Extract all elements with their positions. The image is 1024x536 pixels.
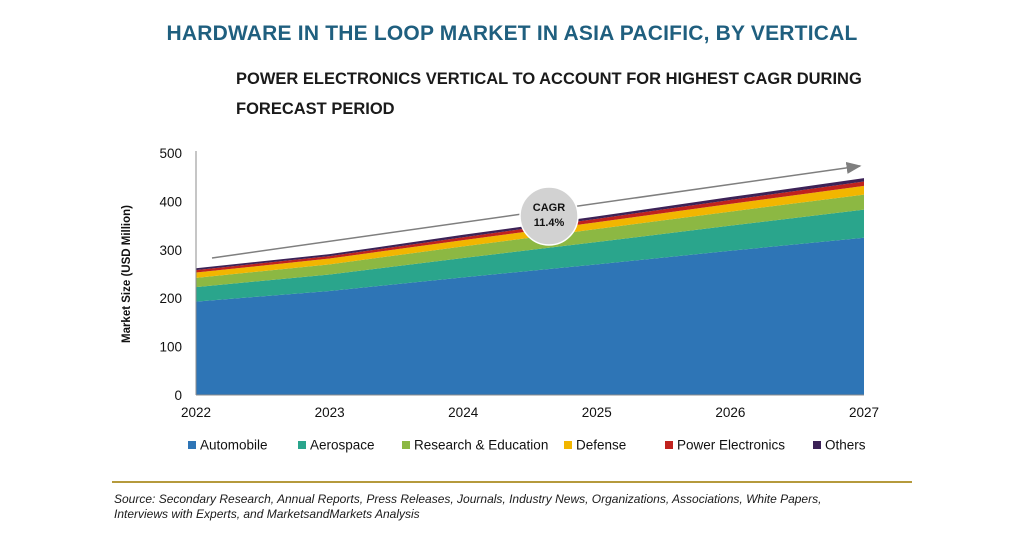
x-tick-label: 2026	[715, 405, 745, 420]
stacked-area-chart: 0 100 200 300 400 500 2022 2023 2024 2025 2026 2027…	[121, 146, 879, 453]
y-axis-title: Market Size (USD Million)	[121, 205, 133, 343]
y-tick-label: 300	[159, 243, 182, 258]
area-research-education	[196, 194, 864, 288]
divider-line	[112, 481, 912, 483]
x-tick-label: 2022	[181, 405, 211, 420]
legend-label-research-education: Research & Education	[414, 438, 548, 453]
subtitle-line-2: FORECAST PERIOD	[236, 100, 395, 118]
legend-label-automobile: Automobile	[200, 438, 268, 453]
legend-label-defense: Defense	[576, 438, 626, 453]
legend-swatch-power-electronics	[665, 441, 673, 449]
area-aerospace	[196, 209, 864, 302]
cagr-value: 11.4%	[534, 217, 565, 229]
legend-label-others: Others	[825, 438, 866, 453]
y-tick-label: 400	[159, 194, 182, 209]
source-line-2: Interviews with Experts, and MarketsandM…	[114, 507, 420, 521]
y-tick-label: 0	[174, 388, 182, 403]
y-tick-label: 500	[159, 146, 182, 161]
chart-subtitle: POWER ELECTRONICS VERTICAL TO ACCOUNT FO…	[236, 64, 876, 124]
area-power-electronics	[196, 181, 864, 273]
legend-swatch-automobile	[188, 441, 196, 449]
y-tick-label: 100	[159, 340, 182, 355]
chart-title: HARDWARE IN THE LOOP MARKET IN ASIA PACI…	[166, 22, 858, 45]
x-tick-label: 2024	[448, 405, 479, 420]
legend-swatch-defense	[564, 441, 572, 449]
legend-label-power-electronics: Power Electronics	[677, 438, 785, 453]
cagr-label: CAGR	[533, 202, 565, 214]
source-line-1: Source: Secondary Research, Annual Repor…	[114, 492, 822, 506]
subtitle-line-1: POWER ELECTRONICS VERTICAL TO ACCOUNT FO…	[236, 70, 862, 88]
x-tick-label: 2025	[582, 405, 612, 420]
area-automobile	[196, 237, 864, 395]
x-tick-label: 2023	[315, 405, 345, 420]
legend-swatch-aerospace	[298, 441, 306, 449]
source-note: Source: Secondary Research, Annual Repor…	[114, 492, 914, 522]
legend-swatch-others	[813, 441, 821, 449]
legend-swatch-research-education	[402, 441, 410, 449]
y-tick-label: 200	[159, 291, 182, 306]
x-tick-label: 2027	[849, 405, 879, 420]
legend-label-aerospace: Aerospace	[310, 438, 375, 453]
cagr-badge	[519, 186, 579, 246]
